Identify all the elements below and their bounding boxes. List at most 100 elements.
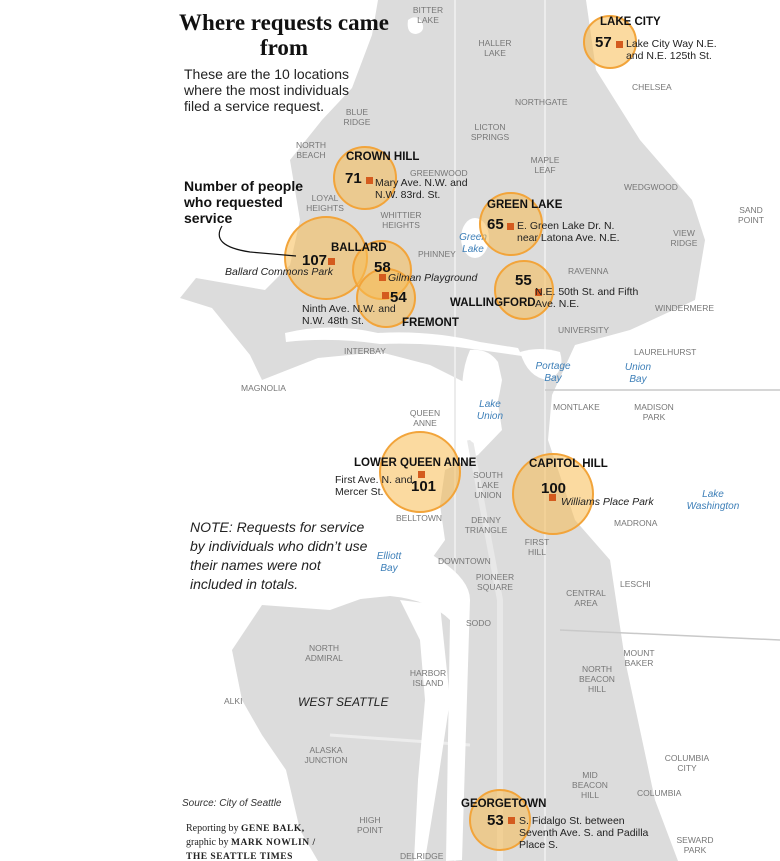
- location-address: First Ave. N. and Mercer St.: [335, 474, 413, 498]
- location-address: Ballard Commons Park: [225, 266, 333, 278]
- location-address: E. Green Lake Dr. N. near Latona Ave. N.…: [517, 220, 620, 244]
- location-address: Gilman Playground: [388, 272, 478, 284]
- neighborhood-label: RAVENNA: [568, 266, 609, 276]
- neighborhood-label: INTERBAY: [344, 346, 386, 356]
- credit-line-1: Reporting by GENE BALK,: [186, 822, 316, 836]
- neighborhood-label: MAPLE LEAF: [530, 155, 560, 175]
- bitter-lake-water: [407, 17, 424, 34]
- neighborhood-label: NORTHGATE: [515, 97, 568, 107]
- location-marker: [418, 471, 425, 478]
- request-count: 53: [487, 812, 504, 829]
- neighborhood-label: BLUE RIDGE: [343, 107, 371, 127]
- credit-reporting-label: Reporting by: [186, 823, 239, 834]
- neighborhood-label: MONTLAKE: [553, 402, 600, 412]
- location-name: CAPITOL HILL: [529, 458, 608, 470]
- location-marker: [535, 289, 542, 296]
- neighborhood-label: MADISON PARK: [634, 402, 674, 422]
- credit-reporter: GENE BALK,: [241, 824, 305, 834]
- neighborhood-label: NORTH BEACON HILL: [579, 664, 615, 694]
- neighborhood-label: CHELSEA: [632, 82, 672, 92]
- location-circle: [583, 15, 637, 69]
- neighborhood-label: SEWARD PARK: [676, 835, 714, 855]
- credit-publication: THE SEATTLE TIMES: [186, 852, 293, 861]
- neighborhood-label: FIRST HILL: [524, 537, 550, 557]
- neighborhood-label: HALLER LAKE: [478, 38, 512, 58]
- request-count: 101: [411, 478, 437, 495]
- source-line: Source: City of Seattle: [182, 798, 282, 809]
- location-address: Mary Ave. N.W. and N.W. 83rd. St.: [375, 177, 468, 201]
- location-address: S. Fidalgo St. between Seventh Ave. S. a…: [519, 815, 649, 851]
- note-text: NOTE: Requests for service by individual…: [190, 519, 368, 592]
- neighborhood-label: BITTER LAKE: [412, 5, 444, 25]
- neighborhood-label: HARBOR ISLAND: [409, 668, 447, 688]
- neighborhood-label: COLUMBIA: [637, 788, 682, 798]
- location-name: LOWER QUEEN ANNE: [354, 457, 477, 469]
- location-name: LAKE CITY: [600, 16, 661, 28]
- request-count: 65: [487, 216, 504, 233]
- neighborhood-label: LOYAL HEIGHTS: [306, 193, 344, 213]
- map-title: Where requests came from: [179, 10, 389, 60]
- neighborhood-label: ALASKA JUNCTION: [304, 745, 348, 765]
- water-label: Lake Union: [476, 399, 504, 422]
- neighborhood-label: WHITTIER HEIGHTS: [380, 210, 422, 230]
- location-marker: [366, 177, 373, 184]
- portage-bay-water: [520, 349, 562, 380]
- location-marker: [379, 274, 386, 281]
- neighborhood-label: MID BEACON HILL: [572, 770, 608, 800]
- neighborhood-label: ALKI: [224, 696, 243, 706]
- water-label: Elliott Bay: [376, 551, 402, 574]
- neighborhood-label: DELRIDGE: [400, 851, 444, 861]
- neighborhood-label: WEDGWOOD: [624, 182, 678, 192]
- lake-union-water: [461, 349, 502, 444]
- neighborhood-label: DOWNTOWN: [438, 556, 491, 566]
- location-name: GREEN LAKE: [487, 199, 563, 211]
- neighborhood-label: COLUMBIA CITY: [664, 753, 710, 773]
- neighborhood-label: GREENWOOD: [410, 168, 468, 178]
- credit-line-2: graphic by MARK NOWLIN /: [186, 836, 316, 850]
- neighborhood-label: SAND POINT: [738, 205, 764, 225]
- credit-artist: MARK NOWLIN /: [231, 838, 316, 848]
- neighborhood-label: LICTON SPRINGS: [470, 122, 510, 142]
- location-marker: [328, 258, 335, 265]
- location-marker: [508, 817, 515, 824]
- location-name: GEORGETOWN: [461, 798, 547, 810]
- neighborhood-label: VIEW RIDGE: [670, 228, 698, 248]
- credits: Reporting by GENE BALK, graphic by MARK …: [186, 822, 316, 861]
- neighborhood-label: PHINNEY: [418, 249, 456, 259]
- water-label: Lake Washington: [686, 489, 740, 512]
- location-address: N.E. 50th St. and Fifth Ave. N.E.: [535, 286, 639, 310]
- request-count: 57: [595, 34, 612, 51]
- neighborhood-label: NORTH ADMIRAL: [305, 643, 343, 663]
- request-count: 58: [374, 259, 391, 276]
- location-circle: [284, 216, 368, 300]
- seattle-land: [180, 0, 705, 861]
- location-name: BALLARD: [331, 242, 387, 254]
- neighborhood-label: PIONEER SQUARE: [475, 572, 515, 592]
- location-name: WALLINGFORD: [450, 297, 536, 309]
- neighborhood-label: NORTH BEACH: [295, 140, 327, 160]
- location-marker: [507, 223, 514, 230]
- ship-canal-water: [285, 327, 522, 356]
- neighborhood-label: MAGNOLIA: [241, 383, 286, 393]
- neighborhood-label: UNIVERSITY: [558, 325, 610, 335]
- neighborhood-label: MADRONA: [614, 518, 658, 528]
- location-address: Ninth Ave. N.W. and N.W. 48th St.: [302, 303, 396, 327]
- request-count: 71: [345, 170, 362, 187]
- location-marker: [382, 292, 389, 299]
- neighborhood-label: BELLTOWN: [396, 513, 442, 523]
- neighborhood-label: WINDERMERE: [655, 303, 715, 313]
- duwamish-water: [400, 600, 450, 861]
- intro-text: These are the 10 locations where the mos…: [184, 66, 349, 114]
- neighborhood-label: WEST SEATTLE: [298, 695, 389, 709]
- neighborhood-label: SOUTH LAKE UNION: [473, 470, 503, 500]
- request-count: 55: [515, 272, 532, 289]
- neighborhood-label: LAURELHURST: [634, 347, 697, 357]
- neighborhood-label: HIGH POINT: [357, 815, 383, 835]
- callout-label: Number of people who requested service: [184, 178, 304, 226]
- location-name: CROWN HILL: [346, 151, 420, 163]
- location-marker: [616, 41, 623, 48]
- location-marker: [549, 494, 556, 501]
